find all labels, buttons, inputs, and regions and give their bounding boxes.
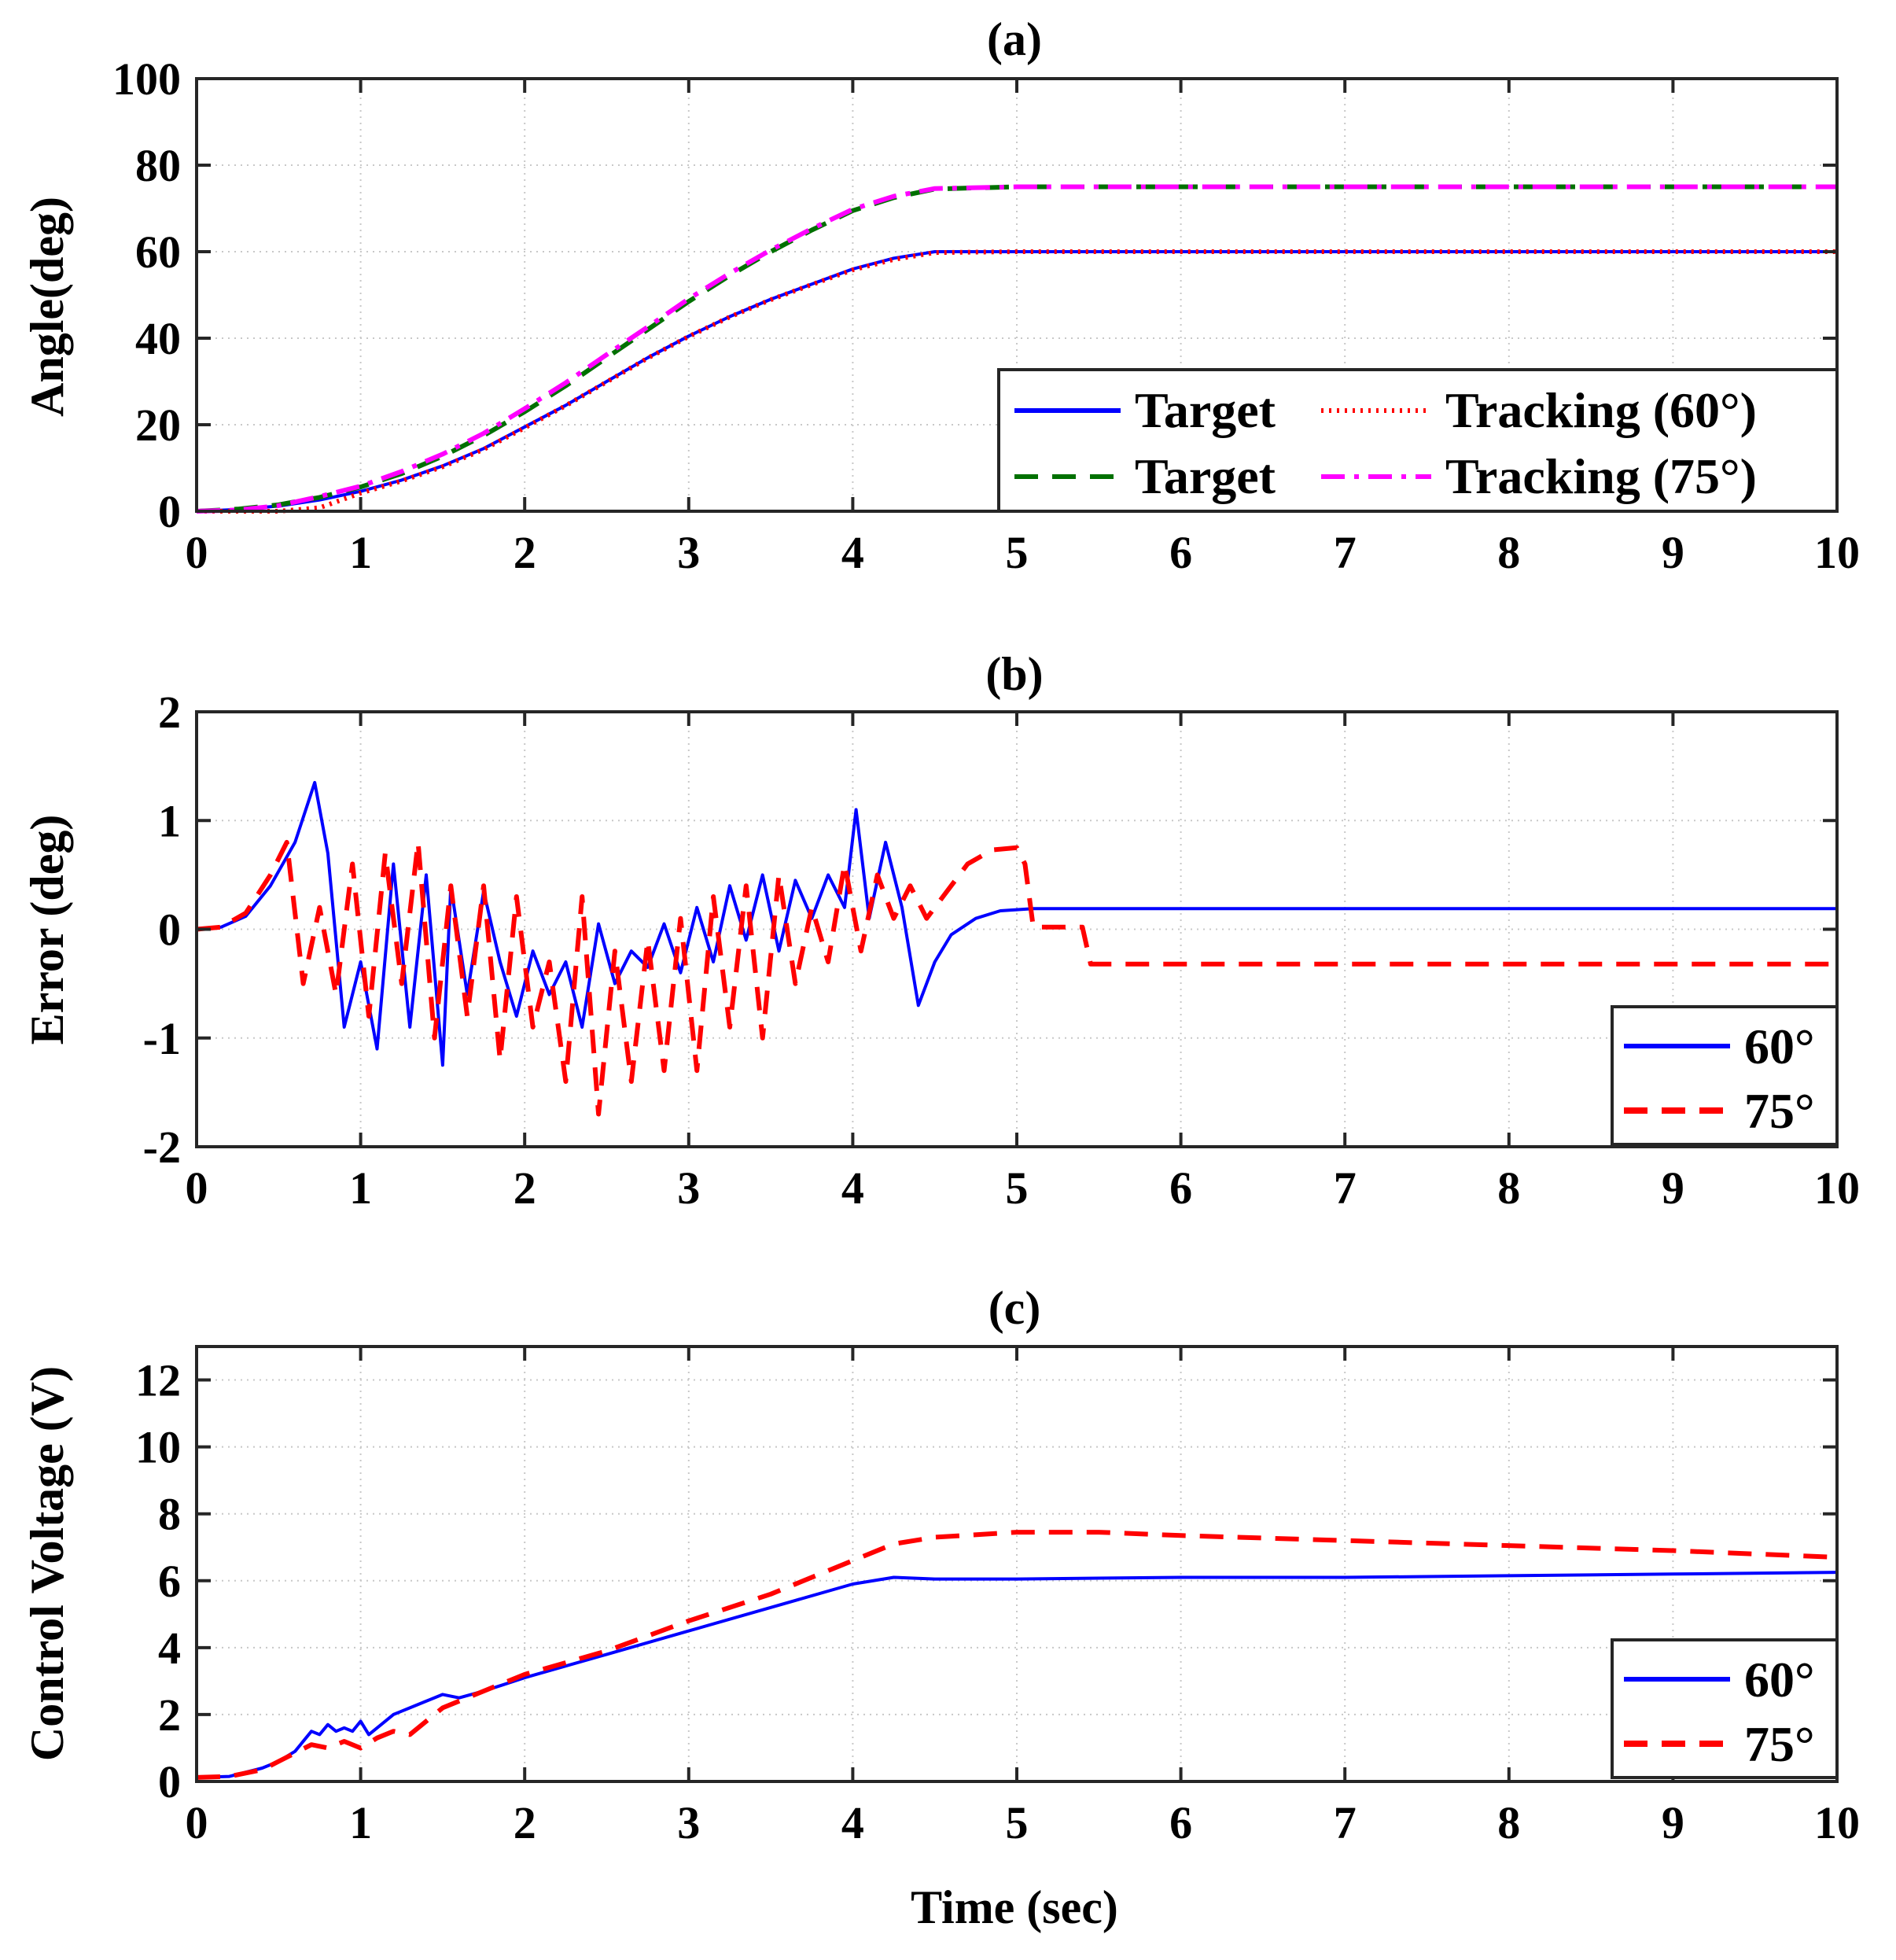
x-tick-label: 10 — [1814, 527, 1860, 578]
x-tick-label: 6 — [1169, 527, 1192, 578]
panel-b-series — [196, 780, 1837, 1117]
x-tick-label: 5 — [1006, 1797, 1029, 1848]
series-line-1 — [197, 249, 1837, 514]
x-tick-label: 1 — [349, 527, 372, 578]
panel-c-xlabel: Time (sec) — [911, 1881, 1118, 1933]
legend-a-label-0: Target — [1135, 382, 1276, 438]
panel-b-legend: 60° 75° — [1611, 1005, 1839, 1146]
panel-b-title: (b) — [985, 648, 1043, 700]
series-line-2 — [196, 184, 1837, 514]
y-tick-label: 0 — [158, 904, 181, 956]
x-tick-label: 7 — [1334, 1797, 1357, 1848]
panel-a: (a) Angle(deg) 0 1 2 3 4 5 6 7 8 9 10020406080100 … — [21, 13, 1860, 578]
x-tick-label: 5 — [1006, 527, 1029, 578]
x-tick-label: 0 — [186, 1162, 208, 1214]
x-tick-label: 9 — [1662, 1162, 1684, 1214]
y-tick-label: 0 — [158, 1756, 181, 1807]
x-tick-label: 1 — [349, 1797, 372, 1848]
panel-a-legend-box — [997, 368, 1839, 513]
y-tick-label: 2 — [158, 687, 181, 738]
x-tick-label: 10 — [1814, 1797, 1860, 1848]
y-tick-label: 8 — [158, 1489, 181, 1540]
x-tick-label: 9 — [1662, 527, 1684, 578]
x-tick-label: 9 — [1662, 1797, 1684, 1848]
x-tick-label: 2 — [514, 1797, 536, 1848]
x-tick-label: 5 — [1006, 1162, 1029, 1214]
series-line-0 — [196, 780, 1837, 1067]
y-tick-label: 12 — [135, 1355, 181, 1406]
y-tick-label: 2 — [158, 1689, 181, 1741]
x-tick-label: 8 — [1497, 1162, 1520, 1214]
series-line-1 — [196, 1530, 1838, 1780]
y-tick-label: 100 — [112, 53, 181, 105]
panel-a-title: (a) — [987, 13, 1042, 65]
y-tick-label: -2 — [143, 1122, 181, 1173]
panel-b: (b) Error (deg) 0 1 2 3 4 5 6 7 8 9 10 -2 -1 0 1 2 60° … — [21, 648, 1860, 1214]
x-tick-label: 1 — [349, 1162, 372, 1214]
y-tick-label: 1 — [158, 795, 181, 846]
x-tick-label: 8 — [1497, 1797, 1520, 1848]
legend-a-label-3: Tracking (75°) — [1445, 448, 1757, 504]
y-tick-label: 20 — [135, 400, 181, 451]
panel-c-ylabel: Control Voltage (V) — [21, 1366, 73, 1761]
y-tick-label: 10 — [135, 1422, 181, 1473]
x-tick-label: 6 — [1169, 1162, 1192, 1214]
y-tick-label: 60 — [135, 227, 181, 278]
y-tick-label: 40 — [135, 313, 181, 364]
x-tick-label: 4 — [841, 527, 864, 578]
panel-c-title: (c) — [988, 1282, 1041, 1334]
x-tick-label: 4 — [841, 1797, 864, 1848]
y-tick-label: 4 — [158, 1623, 181, 1674]
x-tick-label: 0 — [186, 527, 208, 578]
series-line-1 — [196, 839, 1837, 1117]
legend-b-label-1: 75° — [1744, 1083, 1815, 1139]
x-tick-label: 2 — [514, 1162, 536, 1214]
x-tick-label: 3 — [677, 1797, 700, 1848]
x-tick-label: 2 — [514, 527, 536, 578]
y-tick-label: -1 — [143, 1013, 181, 1064]
legend-c-label-1: 75° — [1744, 1716, 1815, 1772]
panel-c-legend: 60° 75° — [1611, 1638, 1839, 1779]
panel-a-series — [196, 184, 1837, 514]
legend-b-label-0: 60° — [1744, 1019, 1815, 1074]
y-tick-label: 80 — [135, 140, 181, 191]
panel-a-legend: Target Tracking (60°) Target Tracking (7… — [997, 368, 1839, 513]
x-tick-label: 7 — [1334, 1162, 1357, 1214]
x-tick-label: 6 — [1169, 1797, 1192, 1848]
x-tick-label: 0 — [186, 1797, 208, 1848]
panel-c-legend-box — [1611, 1638, 1839, 1779]
x-tick-label: 10 — [1814, 1162, 1860, 1214]
x-tick-label: 3 — [677, 1162, 700, 1214]
x-tick-label: 7 — [1334, 527, 1357, 578]
series-line-0 — [196, 1571, 1838, 1779]
panel-b-legend-box — [1611, 1005, 1839, 1146]
panel-c-series — [196, 1530, 1838, 1780]
y-tick-label: 0 — [158, 486, 181, 537]
panel-a-ylabel: Angle(deg) — [21, 197, 73, 417]
x-tick-label: 4 — [841, 1162, 864, 1214]
panel-b-ylabel: Error (deg) — [21, 815, 73, 1045]
panel-b-ticks: 0 1 2 3 4 5 6 7 8 9 10 -2 -1 0 1 2 — [143, 687, 1860, 1214]
legend-c-label-0: 60° — [1744, 1652, 1815, 1708]
x-tick-label: 8 — [1497, 527, 1520, 578]
y-tick-label: 6 — [158, 1556, 181, 1607]
legend-a-label-2: Target — [1135, 448, 1276, 504]
legend-a-label-1: Tracking (60°) — [1445, 382, 1757, 438]
x-tick-label: 3 — [677, 527, 700, 578]
